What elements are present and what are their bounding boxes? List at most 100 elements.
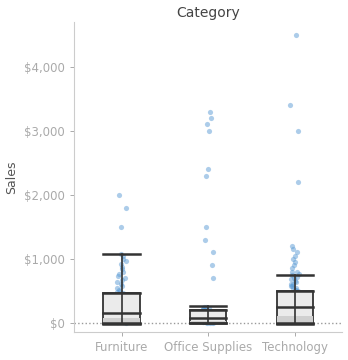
Point (114, 293, 120, 299)
Point (119, 316, 125, 322)
Point (208, 318, 214, 324)
Point (210, 316, 215, 322)
Point (291, 318, 297, 323)
Point (294, 249, 300, 255)
Point (207, 319, 213, 325)
Point (122, 275, 128, 281)
Point (204, 317, 210, 323)
Point (210, 318, 216, 324)
Point (209, 319, 215, 325)
Point (205, 166, 211, 172)
Point (120, 319, 125, 325)
Point (121, 292, 127, 298)
Point (203, 173, 208, 179)
Point (206, 312, 212, 318)
Point (124, 318, 129, 324)
Point (289, 282, 294, 287)
Point (201, 305, 207, 310)
Point (202, 315, 208, 321)
Point (296, 313, 302, 319)
Point (205, 318, 210, 323)
Point (207, 319, 212, 324)
Point (290, 312, 296, 318)
Point (204, 308, 209, 314)
Point (293, 312, 299, 318)
Point (121, 310, 127, 316)
Point (118, 301, 124, 306)
Point (295, 295, 300, 301)
Point (204, 319, 210, 324)
Point (200, 319, 206, 325)
Point (295, 311, 301, 317)
Point (118, 305, 124, 310)
Point (201, 318, 207, 324)
Point (200, 318, 206, 324)
Point (114, 317, 119, 323)
Point (208, 314, 214, 320)
Point (207, 319, 213, 324)
Point (205, 320, 210, 325)
Point (122, 305, 128, 311)
Point (120, 253, 126, 259)
Point (294, 306, 300, 312)
Point (292, 307, 298, 313)
Point (119, 319, 125, 325)
Point (291, 262, 296, 268)
Point (118, 304, 124, 310)
Point (121, 315, 127, 321)
Point (119, 316, 125, 322)
Point (210, 319, 215, 325)
Point (120, 256, 126, 262)
Point (287, 297, 293, 303)
Point (295, 315, 300, 321)
Point (297, 305, 303, 310)
Point (122, 315, 127, 321)
Point (291, 275, 296, 281)
Point (290, 285, 295, 291)
Point (114, 319, 120, 325)
Point (211, 319, 216, 325)
Bar (190, 310, 227, 323)
Point (116, 192, 121, 198)
Point (208, 319, 214, 325)
Point (205, 317, 210, 323)
Point (120, 307, 126, 313)
Point (114, 320, 120, 325)
Point (292, 296, 298, 302)
Point (209, 262, 215, 268)
Point (204, 317, 210, 323)
Point (291, 256, 296, 262)
Point (121, 313, 126, 319)
Point (292, 287, 298, 293)
Point (210, 249, 215, 255)
Point (206, 318, 212, 324)
Point (117, 315, 122, 321)
Point (120, 319, 126, 324)
Point (120, 316, 126, 322)
Point (116, 302, 121, 308)
Point (117, 315, 122, 321)
Point (119, 283, 125, 289)
Point (293, 253, 298, 258)
Point (118, 318, 124, 323)
Point (294, 287, 299, 292)
Point (124, 318, 129, 324)
Point (203, 314, 208, 320)
Point (210, 313, 215, 319)
Point (293, 285, 299, 291)
Point (204, 317, 209, 323)
Point (204, 317, 210, 323)
Point (118, 281, 124, 287)
Point (208, 315, 214, 321)
Point (288, 283, 294, 289)
Point (202, 316, 207, 322)
Point (203, 311, 209, 317)
Point (118, 298, 124, 304)
Point (202, 318, 208, 323)
Point (207, 310, 212, 316)
Point (117, 316, 122, 321)
Point (206, 318, 212, 324)
Point (118, 251, 124, 257)
Point (207, 310, 213, 315)
Point (117, 288, 122, 294)
